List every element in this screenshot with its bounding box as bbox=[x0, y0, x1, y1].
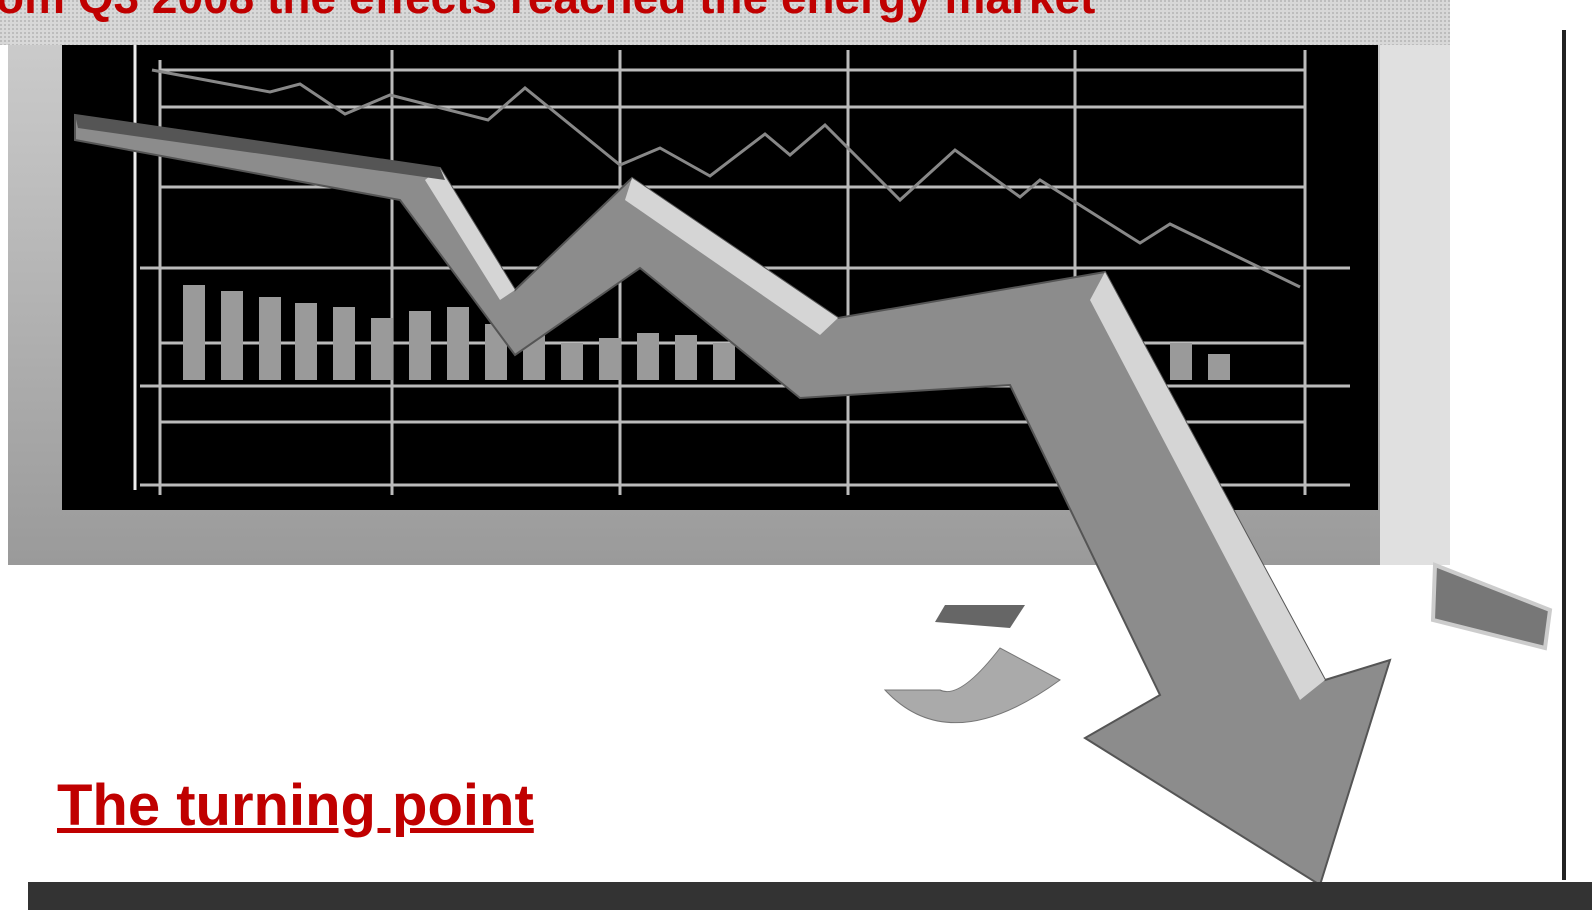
slide-title: om Q3 2008 the effects reached the energ… bbox=[0, 0, 1095, 24]
fragment bbox=[1433, 565, 1550, 648]
slide-heading: The turning point bbox=[57, 772, 534, 839]
footer-bar bbox=[28, 882, 1592, 910]
board-side bbox=[1380, 30, 1450, 565]
fragment bbox=[885, 648, 1060, 723]
edge bbox=[1562, 30, 1566, 880]
slide: om Q3 2008 the effects reached the energ… bbox=[0, 0, 1592, 910]
fragment bbox=[935, 605, 1025, 628]
